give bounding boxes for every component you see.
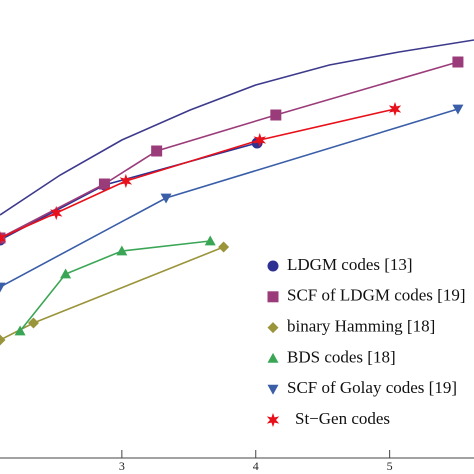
legend-marker <box>267 352 279 363</box>
legend-marker <box>266 412 280 428</box>
marker <box>270 109 282 121</box>
marker <box>388 101 402 117</box>
marker <box>60 268 72 279</box>
marker <box>116 245 128 256</box>
legend-marker <box>267 384 279 395</box>
marker <box>0 282 6 293</box>
series-line <box>19 240 211 332</box>
marker <box>14 325 26 336</box>
legend-marker <box>267 260 279 272</box>
series-line <box>0 108 396 239</box>
legend-label: BDS codes [18] <box>287 347 396 366</box>
marker <box>0 230 7 246</box>
marker <box>160 193 172 204</box>
marker <box>452 56 464 68</box>
legend-label: SCF of Golay codes [19] <box>287 378 457 397</box>
series-line <box>0 39 474 216</box>
legend-marker <box>267 322 279 334</box>
marker <box>50 205 63 221</box>
marker <box>27 317 39 329</box>
marker <box>119 173 133 189</box>
series-line <box>0 142 258 241</box>
marker <box>0 334 6 346</box>
marker <box>204 235 216 246</box>
marker <box>452 104 464 115</box>
marker <box>218 241 230 253</box>
legend-label: SCF of LDGM codes [19] <box>287 286 466 305</box>
x-tick-label: 3 <box>119 459 125 473</box>
marker <box>253 132 266 148</box>
marker <box>151 145 163 157</box>
legend-label: LDGM codes [13] <box>287 255 413 274</box>
x-tick-label: 5 <box>387 459 393 473</box>
x-tick-label: 4 <box>253 459 259 473</box>
legend-marker <box>267 291 279 303</box>
legend-label: binary Hamming [18] <box>287 317 435 336</box>
marker <box>98 178 110 190</box>
legend-label: St−Gen codes <box>295 409 390 428</box>
